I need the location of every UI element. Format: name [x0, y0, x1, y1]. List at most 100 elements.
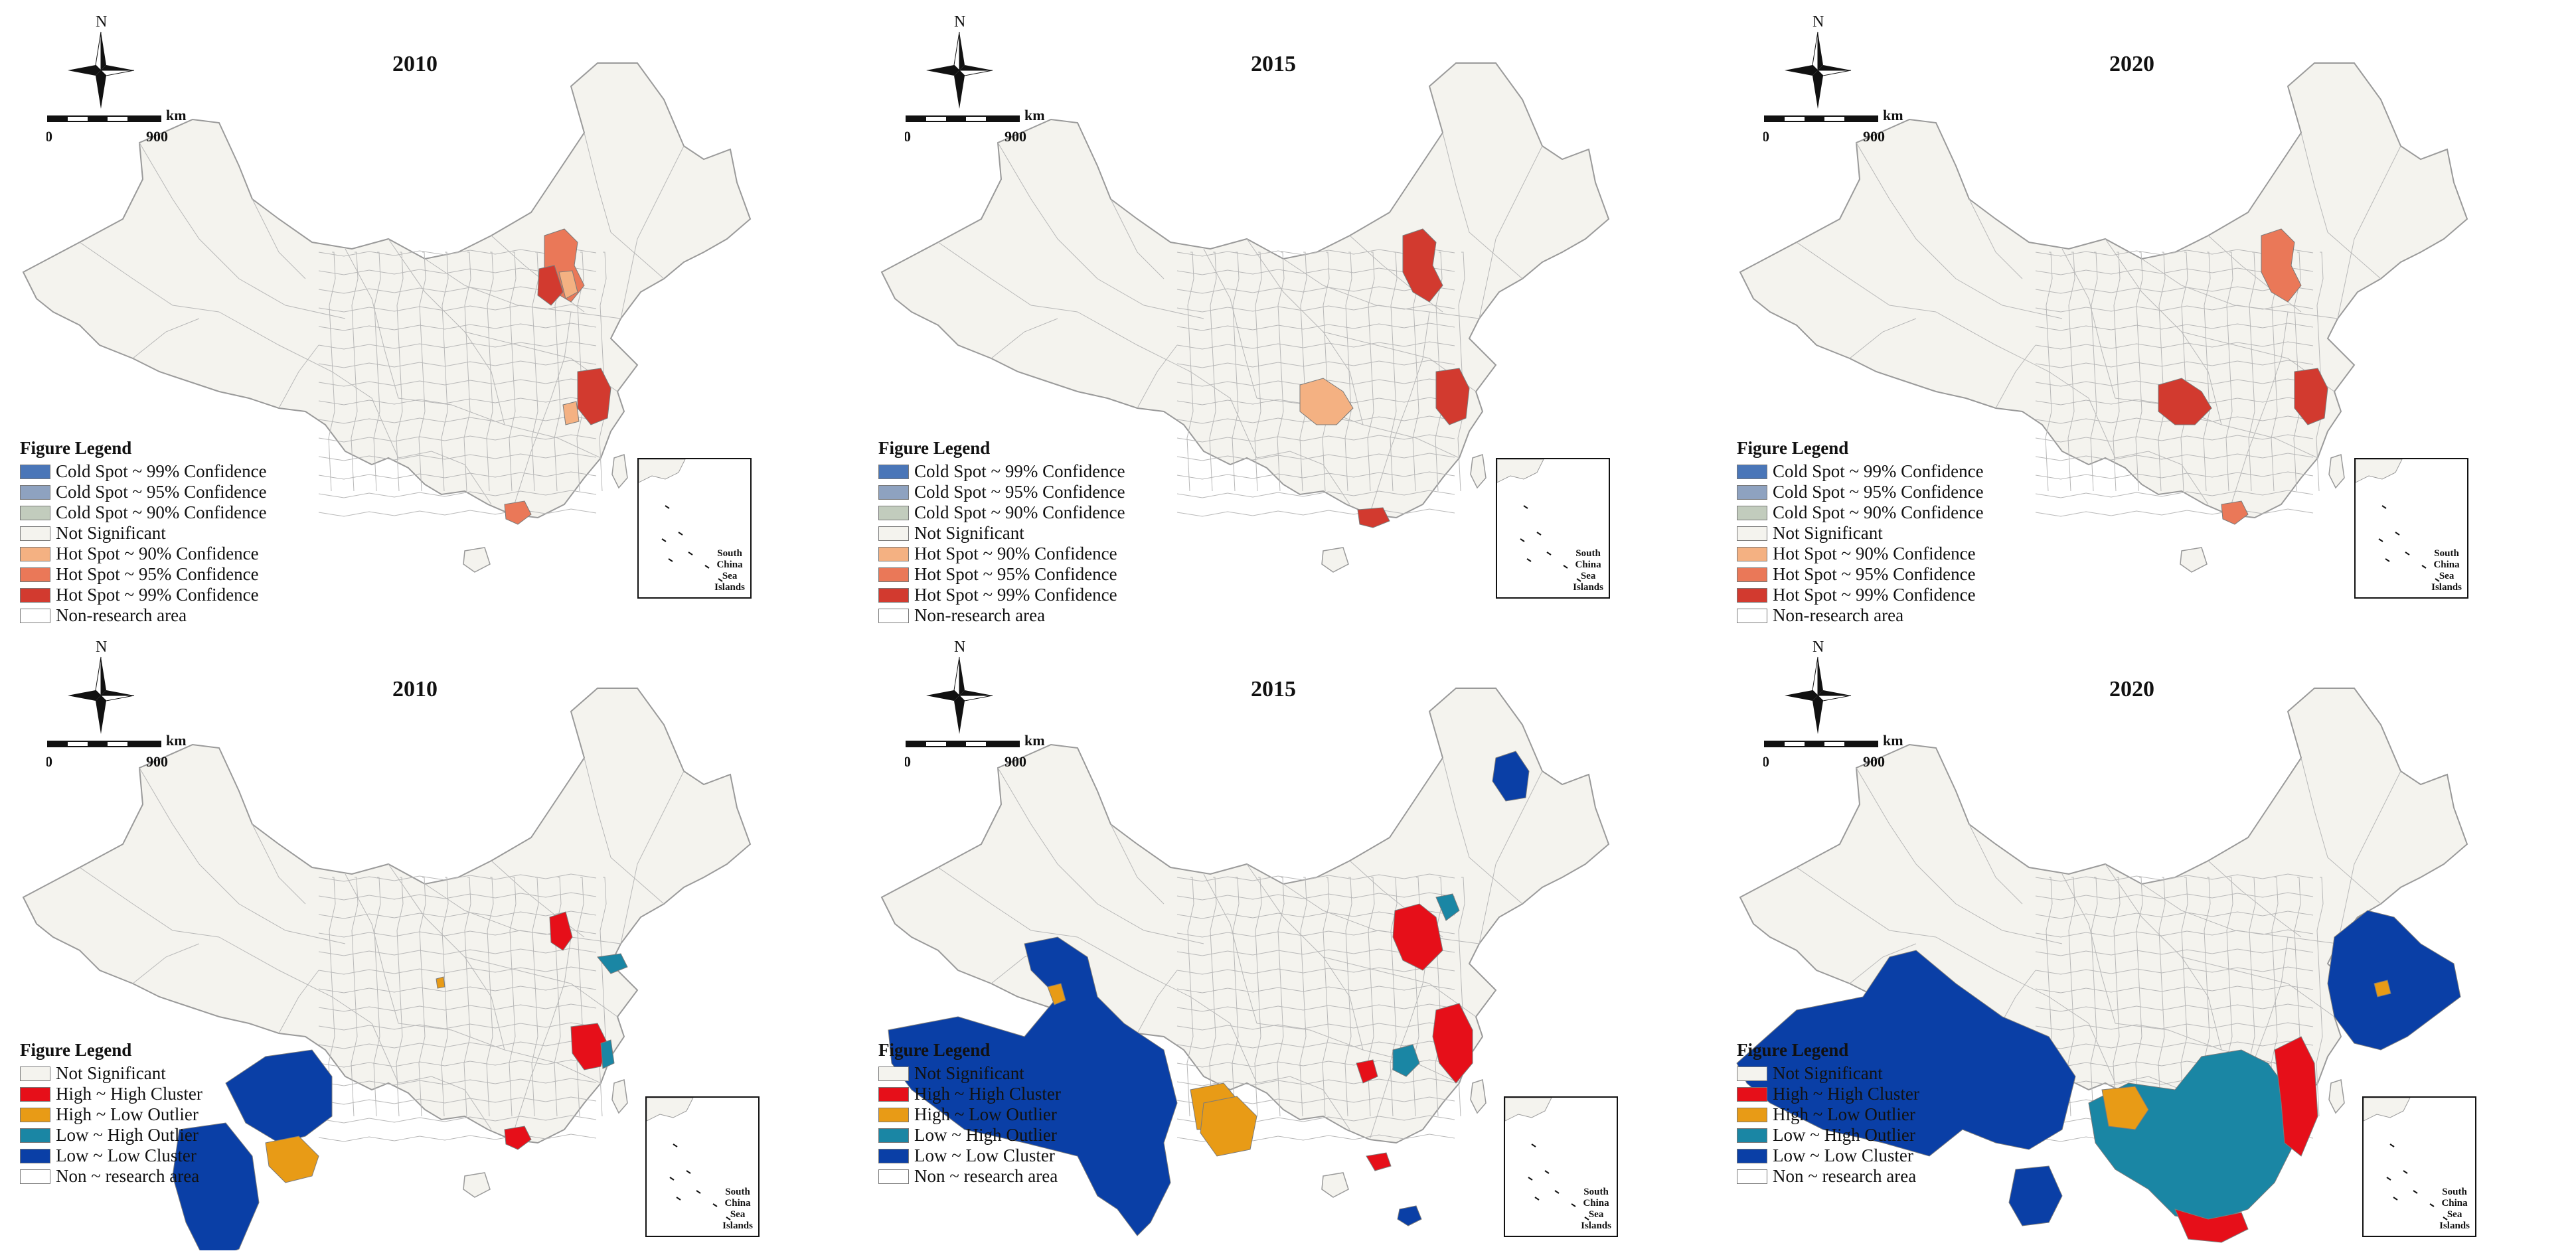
legend-swatch — [878, 1128, 909, 1143]
panel-year-title: 2010 — [392, 52, 438, 76]
county-boundary — [318, 1115, 597, 1124]
legend-item: Hot Spot ~ 99% Confidence — [20, 585, 267, 605]
county-boundary — [2158, 877, 2166, 1117]
legend-item: Not Significant — [1737, 523, 1984, 544]
china-outline — [22, 688, 752, 1144]
legend-item: Not Significant — [878, 523, 1125, 544]
legend-swatch — [20, 1107, 50, 1122]
county-boundary — [318, 1134, 597, 1142]
county-boundary — [2337, 771, 2401, 944]
county-boundary — [1176, 434, 1455, 443]
county-boundary — [2181, 956, 2335, 1017]
county-boundary — [398, 398, 602, 459]
county-boundary — [991, 318, 1058, 359]
legend-item: Hot Spot ~ 95% Confidence — [20, 564, 267, 585]
legend-swatch — [878, 1066, 909, 1081]
county-boundary — [2090, 252, 2098, 492]
legend-item: Non ~ research area — [878, 1166, 1061, 1187]
scale-end: 900 — [146, 753, 168, 770]
region-hebei-north — [537, 265, 564, 306]
county-boundary — [2035, 929, 2314, 938]
county-boundary — [132, 943, 200, 984]
legend-swatch — [1737, 1148, 1767, 1163]
legend-label: Hot Spot ~ 95% Confidence — [914, 564, 1117, 584]
region-pearl-delta — [2221, 500, 2249, 525]
county-boundary — [491, 860, 585, 938]
legend-label: Hot Spot ~ 95% Confidence — [56, 564, 259, 584]
legend-swatch — [1737, 587, 1767, 603]
county-boundary — [79, 242, 220, 313]
county-boundary — [2035, 471, 2314, 480]
county-boundary — [139, 142, 346, 319]
legend-item: Cold Spot ~ 99% Confidence — [20, 461, 267, 482]
county-boundary — [396, 252, 404, 492]
county-boundary — [373, 252, 381, 492]
county-boundary — [554, 877, 562, 1117]
region-jilin-dot — [2374, 980, 2391, 997]
legend-item: Hot Spot ~ 90% Confidence — [20, 544, 267, 564]
county-boundary — [1935, 936, 2116, 1084]
county-boundary — [2135, 877, 2143, 1117]
scale-start: 0 — [46, 753, 52, 770]
legend-item: Low ~ Low Cluster — [20, 1145, 202, 1166]
inset-label: South China Sea Islands — [2431, 548, 2462, 593]
county-boundary — [1442, 757, 1523, 905]
county-boundary — [1390, 252, 1398, 492]
county-boundary — [1435, 252, 1443, 492]
county-boundary — [1176, 304, 1455, 313]
legend-label: Hot Spot ~ 90% Confidence — [914, 544, 1117, 563]
legend-label: Not Significant — [1773, 523, 1883, 543]
county-boundary — [2035, 490, 2314, 498]
county-boundary — [531, 877, 539, 1117]
south-china-sea-inset: South China Sea Islands — [1504, 1096, 1618, 1237]
panel-year-title: 2010 — [392, 677, 438, 701]
county-boundary — [1277, 252, 1285, 492]
county-boundary — [1137, 344, 1178, 409]
county-boundary — [1209, 252, 1217, 492]
legend-item: Non-research area — [20, 605, 267, 626]
county-boundary — [328, 252, 336, 492]
legend-item: Low ~ High Outlier — [1737, 1125, 1919, 1145]
county-boundary — [1077, 936, 1257, 1084]
county-boundary — [1935, 311, 2116, 459]
county-boundary — [318, 1059, 597, 1068]
county-boundary — [1176, 966, 1455, 975]
county-boundary — [345, 248, 399, 399]
county-boundary — [1256, 1076, 1350, 1130]
south-china-sea-inset: South China Sea Islands — [2354, 458, 2468, 599]
scale-end: 900 — [1863, 753, 1885, 770]
county-boundary — [318, 378, 597, 387]
county-boundary — [531, 252, 539, 492]
inset-label: South China Sea Islands — [714, 548, 745, 593]
legend-label: High ~ High Cluster — [914, 1084, 1061, 1104]
taiwan-outline — [2328, 454, 2345, 489]
county-boundary — [2158, 252, 2166, 492]
legend-swatch — [20, 546, 50, 561]
scale-start: 0 — [1763, 753, 1769, 770]
county-boundary — [2225, 252, 2233, 492]
county-boundary — [345, 873, 399, 1024]
legend-swatch — [878, 567, 909, 582]
county-boundary — [2208, 860, 2302, 938]
county-boundary — [2035, 341, 2314, 350]
county-boundary — [318, 490, 597, 498]
county-boundary — [1176, 873, 1455, 882]
county-boundary — [318, 397, 597, 405]
inset-label: South China Sea Islands — [722, 1187, 753, 1231]
legend-swatch — [878, 587, 909, 603]
region-xinjiang-north-dot — [1047, 983, 1066, 1005]
county-boundary — [2035, 323, 2314, 331]
county-boundary — [398, 1076, 492, 1130]
region-yunnan — [2008, 1165, 2063, 1226]
county-boundary — [1176, 1078, 1455, 1086]
legend-label: Not Significant — [914, 1063, 1024, 1083]
county-boundary — [576, 877, 584, 1117]
hainan-outline — [1321, 547, 1349, 573]
county-boundary — [218, 311, 399, 459]
county-boundary — [1283, 258, 1480, 319]
scale-end: 900 — [1005, 128, 1026, 145]
county-boundary — [132, 318, 200, 359]
region-xinjiang-tibet — [888, 936, 1178, 1236]
